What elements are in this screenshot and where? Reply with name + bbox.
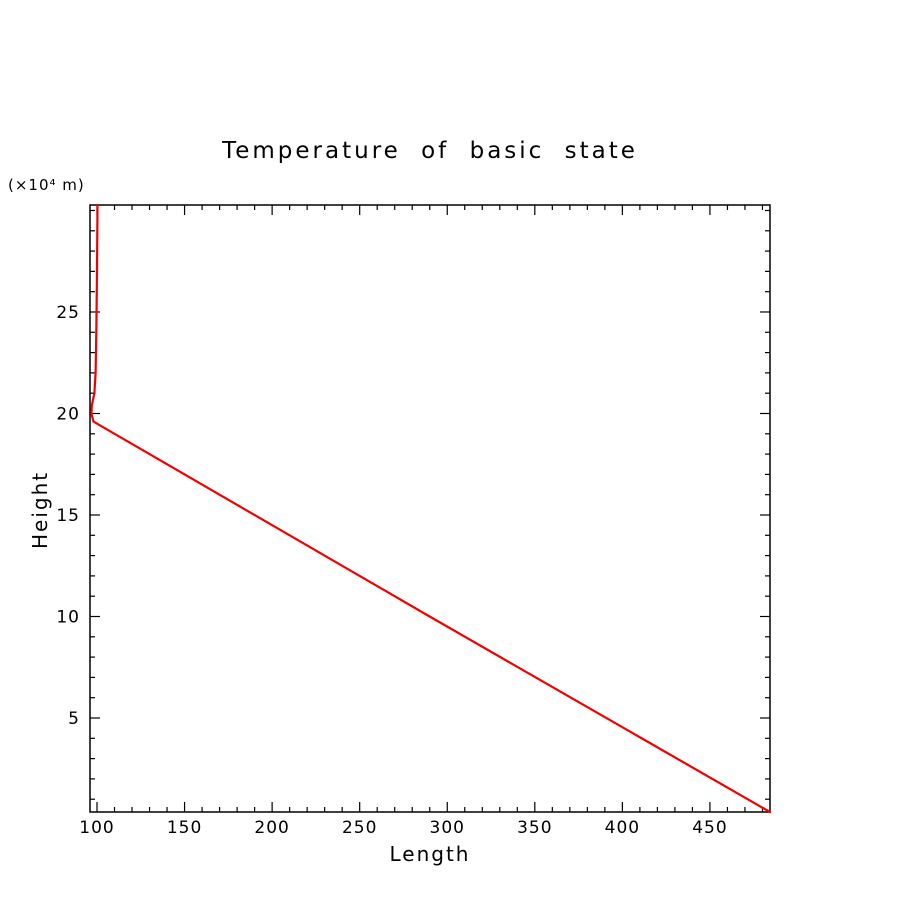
chart-title: Temperature of basic state: [222, 138, 638, 164]
x-tick-label: 350: [517, 818, 552, 838]
x-tick-label: 400: [605, 818, 640, 838]
x-tick-label: 300: [430, 818, 465, 838]
x-tick-label: 100: [79, 818, 114, 838]
y-axis-unit-label: (×10⁴ m): [8, 176, 85, 194]
y-tick-label: 10: [56, 608, 80, 628]
tick-marks-group: [90, 205, 770, 812]
x-tick-label: 250: [342, 818, 377, 838]
y-tick-label: 20: [56, 404, 80, 424]
y-tick-label: 25: [56, 303, 80, 323]
y-tick-label: 5: [68, 709, 80, 729]
plot-frame: [89, 204, 771, 813]
tick-labels-group: 100 150 200 250 300 350 400 450 5 10 15 20 25: [56, 303, 727, 838]
plot-frame-group: [89, 204, 771, 813]
series-group: [90, 203, 772, 814]
temperature-profile-line: [90, 203, 772, 814]
x-tick-label: 150: [167, 818, 202, 838]
y-tick-label: 15: [56, 506, 80, 526]
x-tick-label: 200: [254, 818, 289, 838]
x-axis-label: Length: [389, 842, 471, 866]
x-tick-label: 450: [692, 818, 727, 838]
